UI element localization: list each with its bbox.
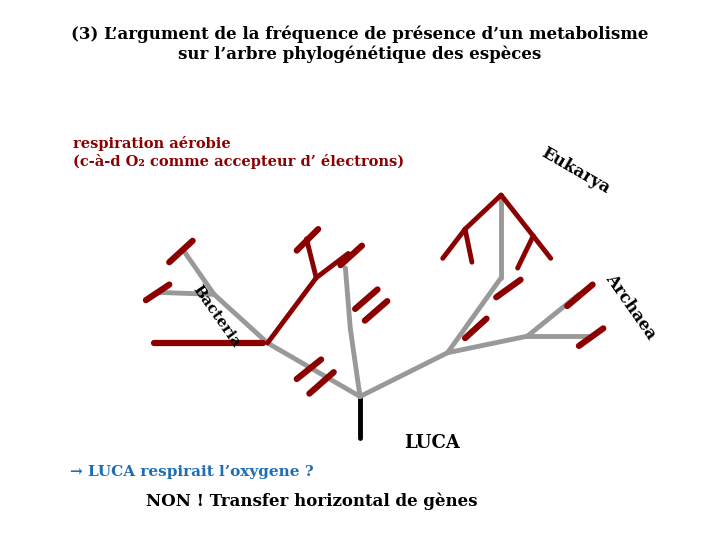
Text: Bacteria: Bacteria: [189, 283, 243, 350]
Text: → LUCA respirait l’oxygene ?: → LUCA respirait l’oxygene ?: [70, 465, 314, 480]
Text: sur l’arbre phylogénétique des espèces: sur l’arbre phylogénétique des espèces: [179, 45, 541, 63]
Text: Eukarya: Eukarya: [539, 144, 613, 197]
Text: LUCA: LUCA: [404, 434, 459, 452]
Text: NON ! Transfer horizontal de gènes: NON ! Transfer horizontal de gènes: [146, 493, 477, 510]
Text: Archaea: Archaea: [602, 271, 660, 343]
Text: respiration aérobie: respiration aérobie: [73, 136, 230, 151]
Text: (c-à-d O₂ comme accepteur d’ électrons): (c-à-d O₂ comme accepteur d’ électrons): [73, 153, 404, 168]
Text: (3) L’argument de la fréquence de présence d’un metabolisme: (3) L’argument de la fréquence de présen…: [71, 26, 649, 43]
